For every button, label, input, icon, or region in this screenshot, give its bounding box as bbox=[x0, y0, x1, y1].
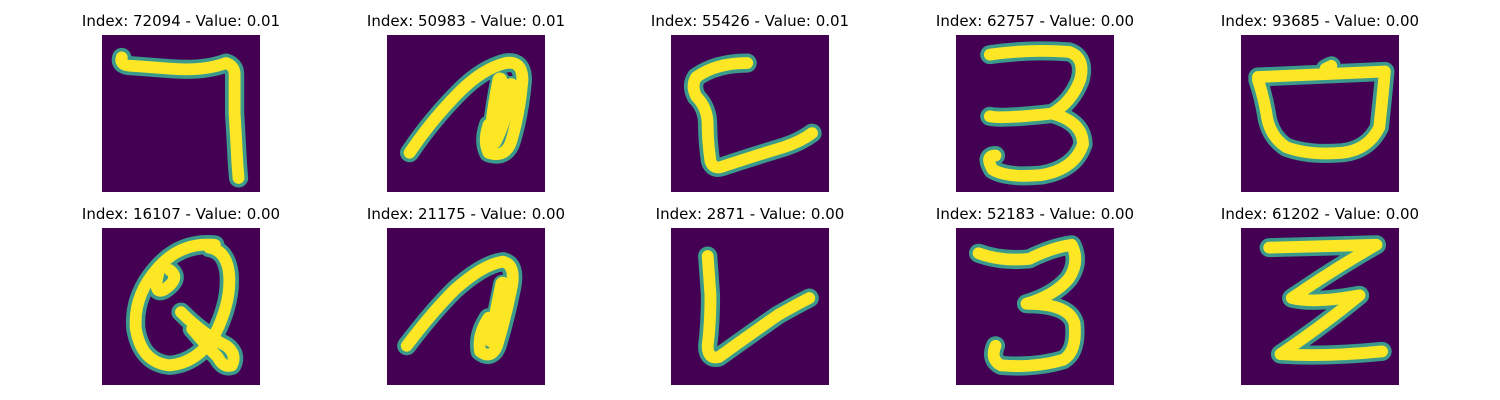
digit-image bbox=[387, 228, 545, 385]
digit-image bbox=[671, 35, 829, 192]
panel-title: Index: 61202 - Value: 0.00 bbox=[1220, 205, 1420, 223]
panel-title: Index: 62757 - Value: 0.00 bbox=[935, 12, 1135, 30]
digit-image bbox=[1241, 35, 1399, 192]
digit-image bbox=[102, 35, 260, 192]
digit-image bbox=[956, 35, 1114, 192]
digit-image bbox=[956, 228, 1114, 385]
panel-title: Index: 52183 - Value: 0.00 bbox=[935, 205, 1135, 223]
digit-image bbox=[1241, 228, 1399, 385]
digit-image bbox=[671, 228, 829, 385]
panel-title: Index: 50983 - Value: 0.01 bbox=[366, 12, 566, 30]
digit-image bbox=[102, 228, 260, 385]
panel-title: Index: 21175 - Value: 0.00 bbox=[366, 205, 566, 223]
panel-title: Index: 93685 - Value: 0.00 bbox=[1220, 12, 1420, 30]
digit-image bbox=[387, 35, 545, 192]
panel-title: Index: 55426 - Value: 0.01 bbox=[650, 12, 850, 30]
panel-title: Index: 16107 - Value: 0.00 bbox=[81, 205, 281, 223]
panel-title: Index: 72094 - Value: 0.01 bbox=[81, 12, 281, 30]
panel-title: Index: 2871 - Value: 0.00 bbox=[655, 205, 845, 223]
